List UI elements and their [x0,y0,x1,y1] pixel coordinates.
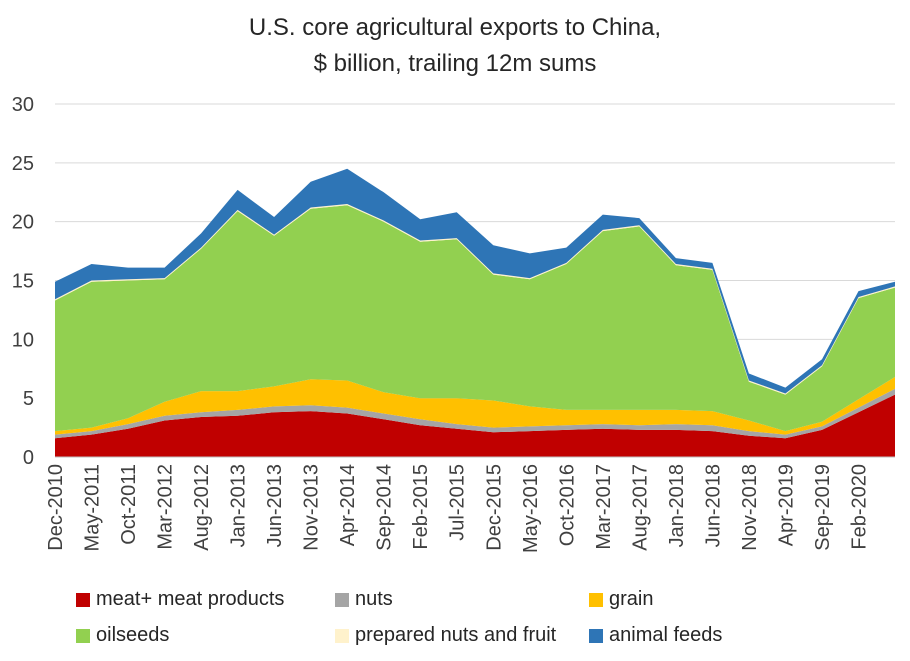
x-tick-label-may-2011: May-2011 [82,464,104,551]
x-tick-label-dec-2015: Dec-2015 [483,464,505,551]
x-tick-label-aug-2012: Aug-2012 [191,464,213,551]
x-tick-label-feb-2015: Feb-2015 [410,464,432,550]
y-tick-label-15: 15 [12,271,34,293]
legend-item-oilseeds: oilseeds [76,624,169,647]
y-tick-label-0: 0 [23,447,34,469]
x-tick-label-jan-2013: Jan-2013 [228,464,250,547]
legend-swatch-meat [76,592,90,607]
x-tick-label-apr-2014: Apr-2014 [337,464,359,546]
y-tick-label-30: 30 [12,94,34,116]
chart-title: U.S. core agricultural exports to China, [248,14,662,41]
legend-item-nuts: nuts [335,588,393,611]
x-tick-label-sep-2014: Sep-2014 [374,464,396,551]
x-tick-label-oct-2016: Oct-2016 [556,464,578,546]
area-oilseeds [55,205,895,432]
x-tick-label-jun-2013: Jun-2013 [264,464,286,547]
x-tick-label-mar-2012: Mar-2012 [155,464,177,550]
x-tick-label-jun-2018: Jun-2018 [702,464,724,547]
legend-item-meat: meat+ meat products [76,588,284,611]
legend-label-meat: meat+ meat products [96,588,285,610]
x-tick-label-apr-2019: Apr-2019 [775,464,797,546]
legend-item-grain: grain [589,588,653,611]
x-tick-label-mar-2017: Mar-2017 [593,464,615,550]
legend-swatch-nuts [335,592,349,607]
legend-label-nuts: nuts [355,588,393,610]
area-meat-meat-products [55,394,895,457]
area-nuts [55,388,895,439]
x-tick-label-feb-2020: Feb-2020 [848,464,870,550]
y-tick-label-5: 5 [23,388,34,410]
y-axis-tick-labels: 0 5 10 15 20 25 30 [12,94,34,469]
legend-item-prepared-nuts-fruit: prepared nuts and fruit [335,624,556,647]
x-tick-label-dec-2010: Dec-2010 [45,464,67,551]
y-tick-label-25: 25 [12,153,34,175]
legend-label-prepared-nuts-fruit: prepared nuts and fruit [355,624,557,646]
legend-item-animal-feeds: animal feeds [589,624,722,647]
y-tick-label-20: 20 [12,212,34,234]
x-axis-tick-labels: Dec-2010 May-2011 Oct-2011 Mar-2012 Aug-2012… [45,464,870,553]
legend-swatch-prepared-nuts-fruit [335,628,349,643]
x-tick-label-jul-2015: Jul-2015 [447,464,469,541]
area-animal-feeds [55,168,895,394]
x-tick-label-jan-2018: Jan-2018 [666,464,688,547]
legend-swatch-animal-feeds [589,628,603,643]
x-tick-label-may-2016: May-2016 [520,464,542,553]
area-series [55,168,895,457]
legend-label-animal-feeds: animal feeds [609,624,723,646]
area-grain [55,377,895,435]
legend-swatch-oilseeds [76,628,90,643]
legend-label-oilseeds: oilseeds [96,624,170,646]
x-tick-label-sep-2019: Sep-2019 [812,464,834,551]
y-tick-label-10: 10 [12,329,34,351]
legend-swatch-grain [589,592,603,607]
chart-subtitle: $ billion, trailing 12m sums [313,50,597,77]
x-tick-label-nov-2018: Nov-2018 [739,464,761,551]
x-tick-label-aug-2017: Aug-2017 [629,464,651,551]
x-tick-label-nov-2013: Nov-2013 [301,464,323,551]
x-tick-label-oct-2011: Oct-2011 [118,464,140,545]
legend-label-grain: grain [609,588,654,610]
